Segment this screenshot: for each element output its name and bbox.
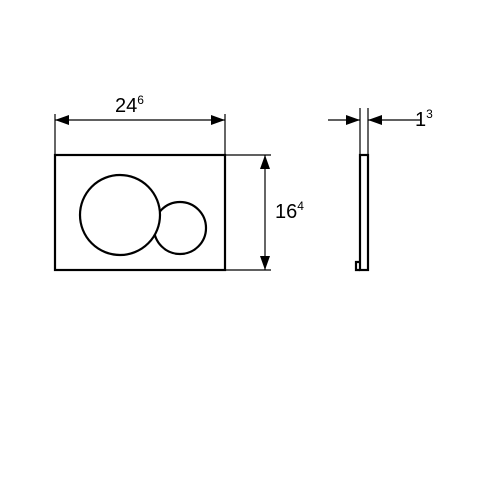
small-flush-button — [154, 202, 206, 254]
technical-drawing: 246 164 13 — [0, 0, 500, 500]
side-view — [356, 155, 368, 270]
large-flush-button — [80, 175, 160, 255]
dimension-label: 13 — [415, 107, 433, 131]
dimension-label: 246 — [115, 93, 144, 117]
dimension-label: 164 — [275, 199, 304, 223]
